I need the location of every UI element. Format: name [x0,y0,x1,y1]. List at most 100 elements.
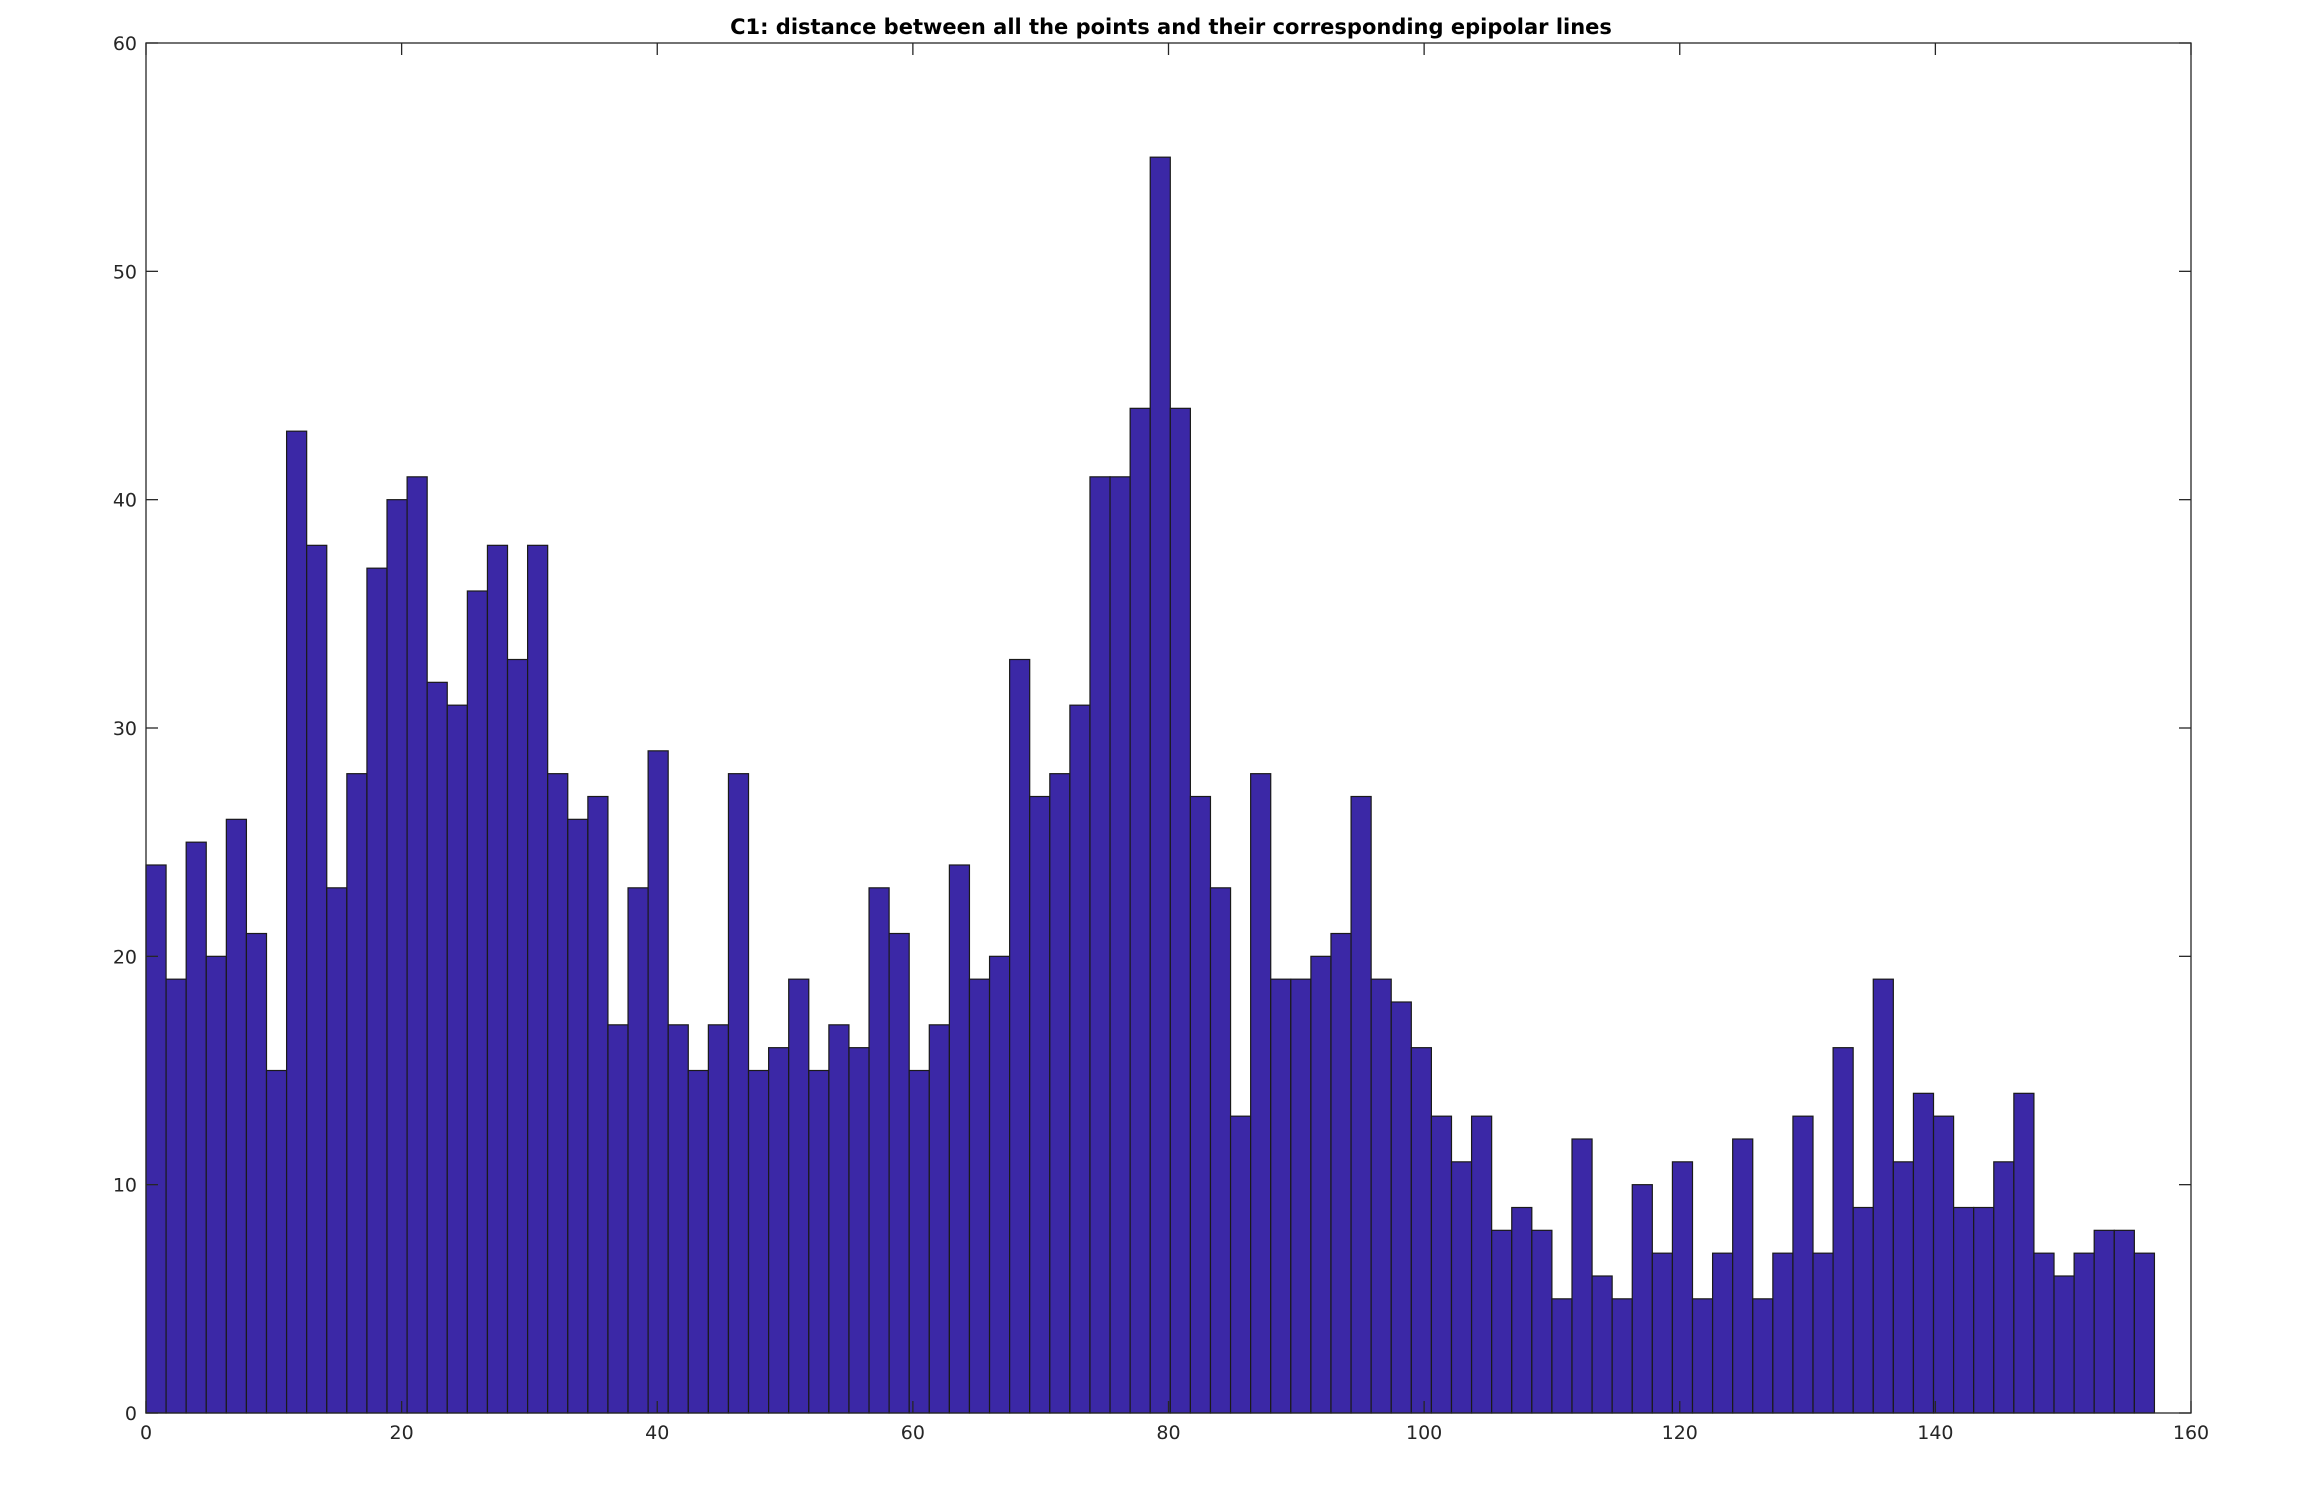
histogram-bar [265,1069,288,1414]
histogram-bar [1792,1115,1814,1414]
histogram-bar [366,567,388,1414]
histogram-bar [1832,1047,1854,1414]
histogram-bar [446,704,468,1414]
x-tick-label: 40 [645,1422,669,1444]
histogram-bar [1430,1115,1453,1414]
histogram-bar [1711,1252,1734,1414]
y-tick-label: 30 [113,718,137,740]
histogram-bar [1049,773,1071,1414]
histogram-bar [2113,1229,2135,1414]
axes-frame [145,42,2192,1414]
x-tick-label: 100 [1406,1422,1442,1444]
histogram-bar [747,1069,770,1414]
histogram-bar [2033,1252,2055,1414]
histogram-bar [567,818,589,1414]
histogram-bar [386,499,408,1414]
x-tick-label: 80 [1156,1422,1180,1444]
histogram-bar [1290,978,1312,1414]
histogram-bar [346,773,368,1414]
y-tick-label: 20 [113,946,137,968]
histogram-bar [1772,1252,1794,1414]
histogram-bar [928,1024,950,1414]
histogram-bar [1229,1115,1252,1414]
histogram-bar [426,681,448,1414]
histogram-bar [1491,1229,1513,1414]
histogram-bar [1852,1206,1874,1414]
histogram-bar [667,1024,689,1414]
x-tick-label: 20 [390,1422,414,1444]
histogram-bar [1872,978,1894,1414]
histogram-bar [547,773,569,1414]
x-tick-label: 60 [901,1422,925,1444]
histogram-bar [727,773,750,1414]
histogram-bar [506,658,529,1414]
histogram-bar [1591,1275,1613,1414]
histogram-bar [1952,1206,1975,1414]
histogram-bar [1209,887,1232,1414]
histogram-bar [1752,1298,1774,1414]
bars-group [145,156,2156,1414]
histogram-bar [1611,1298,1633,1414]
chart-title: C1: distance between all the points and … [730,15,1612,39]
histogram-bar [1932,1115,1955,1414]
histogram-bar [2093,1229,2115,1414]
histogram-bar [908,1069,930,1414]
histogram-bar [1109,476,1131,1414]
histogram-bar [1169,407,1191,1414]
histogram-bar [848,1047,870,1414]
histogram-bar [165,978,187,1414]
histogram-bar [285,430,308,1414]
histogram-bar [1450,1161,1473,1414]
histogram-bar [948,864,971,1414]
histogram-bar [1310,955,1332,1414]
y-tick-label: 40 [113,490,137,512]
histogram-bar [526,544,549,1414]
y-tick-label: 60 [113,33,137,55]
histogram-bar [707,1024,730,1414]
histogram-bar [1571,1138,1593,1414]
histogram-bar [205,955,227,1414]
x-tick-label: 120 [1662,1422,1698,1444]
histogram-bar [788,978,810,1414]
histogram-bar [406,476,428,1414]
histogram-bar [828,1024,850,1414]
histogram-bar [2073,1252,2095,1414]
histogram-bar [1069,704,1091,1414]
histogram-bar [1470,1115,1493,1414]
histogram-bar [1009,658,1031,1414]
histogram-bar [1732,1138,1754,1414]
histogram-bar [1511,1206,1533,1414]
histogram-bar [185,841,207,1414]
histogram-bar [466,590,489,1414]
x-tick-label: 0 [140,1422,152,1444]
histogram-bar [1029,795,1051,1414]
histogram-bar [988,955,1011,1414]
histogram-bar [1129,407,1151,1414]
histogram-bar [1270,978,1292,1414]
histogram-bar [2013,1092,2035,1414]
histogram-bar [607,1024,629,1414]
histogram-bar [968,978,991,1414]
histogram-bar [1812,1252,1834,1414]
histogram-bar [1631,1184,1653,1414]
histogram-bar [145,864,167,1414]
histogram-bar [1651,1252,1674,1414]
histogram-bar [486,544,509,1414]
histogram-bar [627,887,649,1414]
x-tick-label: 140 [1917,1422,1953,1444]
histogram-bar [2133,1252,2156,1414]
histogram-bar [687,1069,709,1414]
y-tick-label: 0 [125,1403,137,1425]
y-tick-label: 10 [113,1175,137,1197]
histogram-bar [1410,1047,1432,1414]
histogram-bar [245,932,268,1414]
histogram-bar [1892,1161,1915,1414]
histogram-bar [808,1069,830,1414]
histogram-bar [868,887,890,1414]
histogram-bar [1912,1092,1935,1414]
histogram-bar [768,1047,790,1414]
histogram-bar [587,795,609,1414]
histogram-bar [1350,795,1372,1414]
histogram-bar [225,818,248,1414]
